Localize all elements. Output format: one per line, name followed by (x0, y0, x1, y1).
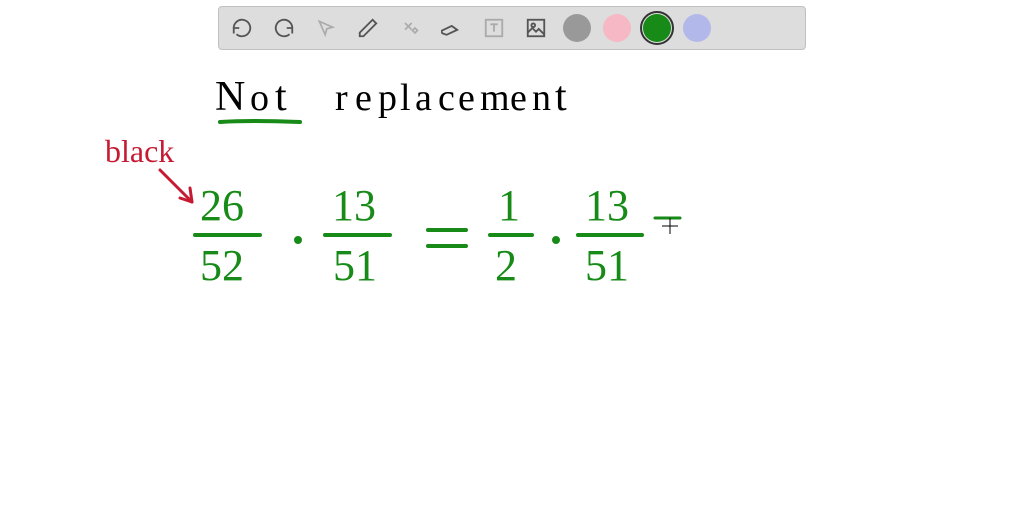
equation: 26 52 13 51 1 2 13 51 (195, 181, 680, 290)
color-green[interactable] (643, 14, 671, 42)
svg-text:52: 52 (200, 241, 244, 290)
svg-text:r: r (335, 77, 348, 119)
arrow-icon (160, 170, 192, 202)
svg-text:51: 51 (333, 241, 377, 290)
svg-text:p: p (378, 77, 397, 119)
svg-text:e: e (355, 77, 372, 119)
toolbar (218, 6, 806, 50)
svg-text:t: t (275, 74, 287, 120)
svg-text:1: 1 (498, 181, 520, 230)
redo-icon[interactable] (269, 13, 299, 43)
svg-text:n: n (532, 77, 551, 119)
text-icon[interactable] (479, 13, 509, 43)
svg-text:N: N (215, 74, 245, 120)
undo-icon[interactable] (227, 13, 257, 43)
svg-text:o: o (250, 77, 269, 119)
pointer-icon[interactable] (311, 13, 341, 43)
svg-text:26: 26 (200, 181, 244, 230)
svg-text:e: e (510, 77, 527, 119)
svg-text:13: 13 (332, 181, 376, 230)
svg-text:c: c (438, 77, 455, 119)
eraser-icon[interactable] (437, 13, 467, 43)
title-underline (220, 121, 300, 122)
svg-text:a: a (415, 77, 432, 119)
label-black: black (105, 133, 174, 169)
tools-icon[interactable] (395, 13, 425, 43)
color-lavender[interactable] (683, 14, 711, 42)
svg-text:t: t (555, 74, 567, 120)
svg-text:l: l (400, 77, 411, 119)
color-gray[interactable] (563, 14, 591, 42)
svg-text:13: 13 (585, 181, 629, 230)
cursor-crosshair-icon (662, 218, 678, 234)
color-pink[interactable] (603, 14, 631, 42)
image-icon[interactable] (521, 13, 551, 43)
svg-text:2: 2 (495, 241, 517, 290)
svg-text:e: e (458, 77, 475, 119)
pen-icon[interactable] (353, 13, 383, 43)
whiteboard-canvas: N o t r e p l a c e m e n t black 26 52 … (0, 0, 1024, 512)
title-text: N o t r e p l a c e m e n t (215, 74, 567, 120)
svg-text:m: m (480, 77, 510, 119)
svg-text:51: 51 (585, 241, 629, 290)
